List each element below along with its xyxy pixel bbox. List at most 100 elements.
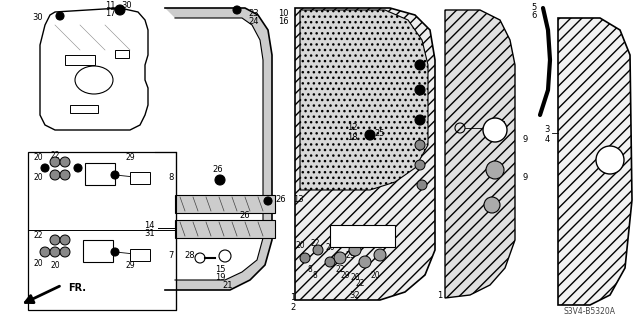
Circle shape: [596, 146, 624, 174]
Text: FR.: FR.: [68, 283, 86, 293]
Text: 9: 9: [522, 136, 527, 145]
Text: 30: 30: [33, 12, 44, 21]
Circle shape: [41, 164, 49, 172]
Text: 20: 20: [335, 239, 345, 248]
Circle shape: [215, 175, 225, 185]
Text: 20: 20: [325, 243, 335, 253]
Circle shape: [359, 256, 371, 268]
Text: 11: 11: [105, 2, 115, 11]
Text: 20: 20: [295, 241, 305, 250]
Circle shape: [56, 12, 64, 20]
Circle shape: [74, 164, 82, 172]
Text: 24: 24: [248, 17, 259, 26]
Circle shape: [60, 247, 70, 257]
Polygon shape: [558, 18, 632, 305]
Text: 9: 9: [522, 174, 527, 182]
Text: 8: 8: [168, 174, 173, 182]
Text: 8: 8: [312, 271, 317, 279]
Text: 29: 29: [340, 271, 350, 279]
Circle shape: [40, 247, 50, 257]
Circle shape: [300, 253, 310, 263]
Circle shape: [486, 161, 504, 179]
Polygon shape: [300, 10, 428, 190]
Circle shape: [115, 5, 125, 15]
Bar: [115, 50, 129, 58]
Circle shape: [60, 170, 70, 180]
Text: 22: 22: [365, 241, 375, 249]
Polygon shape: [295, 8, 435, 300]
Circle shape: [50, 157, 60, 167]
Text: 32: 32: [349, 291, 360, 300]
Polygon shape: [445, 10, 515, 298]
Text: 25: 25: [375, 129, 385, 137]
Text: 20: 20: [33, 153, 43, 162]
Circle shape: [484, 197, 500, 213]
Text: 13: 13: [293, 196, 303, 204]
Text: 23: 23: [248, 9, 259, 18]
Text: 1: 1: [290, 293, 295, 302]
Text: 21: 21: [223, 280, 233, 290]
Circle shape: [415, 115, 425, 125]
Text: 29: 29: [125, 153, 135, 162]
Text: 3: 3: [545, 125, 550, 135]
Text: 2: 2: [290, 302, 295, 311]
Polygon shape: [40, 8, 148, 130]
Text: 22: 22: [355, 278, 365, 287]
Text: 6: 6: [532, 11, 537, 20]
Circle shape: [483, 118, 507, 142]
Circle shape: [313, 245, 323, 255]
Circle shape: [365, 130, 375, 140]
Circle shape: [415, 85, 425, 95]
Circle shape: [60, 235, 70, 245]
Text: 28: 28: [184, 250, 195, 259]
Bar: [85, 163, 115, 185]
Circle shape: [264, 197, 272, 205]
Text: 7: 7: [168, 250, 173, 259]
Text: 27: 27: [495, 121, 506, 130]
Bar: [70, 105, 98, 113]
Text: 18: 18: [348, 132, 358, 142]
Text: 26: 26: [240, 211, 250, 219]
Bar: [130, 172, 150, 184]
Text: 22: 22: [335, 265, 345, 275]
Circle shape: [50, 235, 60, 245]
Bar: [175, 195, 275, 213]
Text: 4: 4: [545, 135, 550, 144]
Text: 20: 20: [33, 258, 43, 268]
Bar: [330, 225, 395, 247]
Circle shape: [111, 171, 119, 179]
Circle shape: [325, 257, 335, 267]
Polygon shape: [165, 8, 272, 290]
Text: 29: 29: [345, 250, 355, 259]
Bar: [83, 240, 113, 262]
Circle shape: [349, 244, 361, 256]
Text: 1: 1: [437, 291, 443, 300]
Circle shape: [50, 247, 60, 257]
Text: 8: 8: [308, 265, 312, 275]
Text: 19: 19: [215, 273, 225, 283]
Circle shape: [417, 180, 427, 190]
Text: 20: 20: [50, 261, 60, 270]
Text: 17: 17: [105, 9, 115, 18]
Text: 22: 22: [310, 239, 320, 248]
Bar: [28, 152, 176, 310]
Text: 14: 14: [145, 221, 155, 231]
Circle shape: [50, 170, 60, 180]
Text: 20: 20: [33, 174, 43, 182]
Text: 22: 22: [51, 151, 60, 160]
Text: 12: 12: [348, 123, 358, 132]
Text: 26: 26: [275, 196, 285, 204]
Text: 5: 5: [532, 4, 537, 12]
Circle shape: [415, 160, 425, 170]
Text: 22: 22: [33, 231, 43, 240]
Text: 30: 30: [122, 2, 132, 11]
Circle shape: [374, 249, 386, 261]
Bar: [175, 220, 275, 238]
Circle shape: [233, 6, 241, 14]
Text: 15: 15: [215, 265, 225, 275]
Circle shape: [111, 248, 119, 256]
Circle shape: [415, 140, 425, 150]
Text: 16: 16: [278, 18, 289, 26]
Text: 20: 20: [350, 273, 360, 283]
Circle shape: [334, 252, 346, 264]
